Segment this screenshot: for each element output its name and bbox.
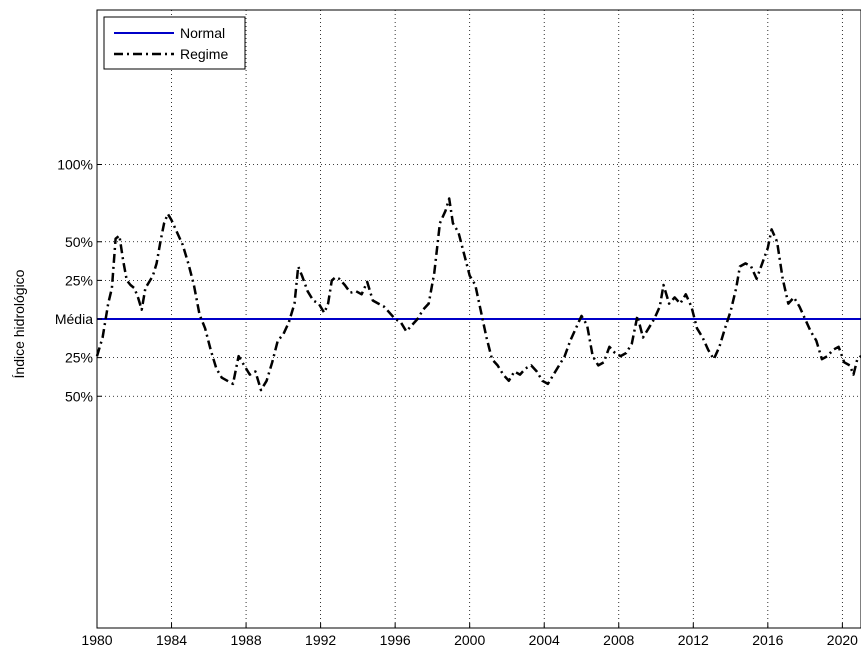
legend-box — [103, 16, 246, 70]
series-layer — [95, 197, 861, 392]
x-tick-label: 1996 — [380, 632, 411, 648]
x-tick-label: 2008 — [603, 632, 634, 648]
y-tick-label: Média — [55, 311, 93, 327]
x-tick-label: 1988 — [230, 632, 261, 648]
y-tick-label: 100% — [57, 157, 93, 173]
x-tick-label: 1980 — [81, 632, 112, 648]
x-tick-label: 1984 — [156, 632, 187, 648]
y-tick-label: 25% — [65, 350, 93, 366]
x-tick-label: 1992 — [305, 632, 336, 648]
x-tick-label: 2004 — [529, 632, 560, 648]
x-tick-label: 2012 — [678, 632, 709, 648]
y-axis: 100% 50% 25% Média 25% 50% — [55, 157, 102, 404]
legend-label-regime: Regime — [180, 46, 228, 62]
y-tick-label: 50% — [65, 234, 93, 250]
y-tick-label: 25% — [65, 272, 93, 288]
x-tick-label: 2020 — [827, 632, 858, 648]
x-tick-label: 2016 — [752, 632, 783, 648]
series-line-regime — [95, 197, 861, 392]
legend: Normal Regime — [103, 16, 246, 70]
y-axis-label: Índice hidrológico — [11, 269, 27, 378]
legend-label-normal: Normal — [180, 25, 225, 41]
x-axis: 1980 1984 1988 1992 1996 2000 2004 2008 2012 2016… — [81, 623, 858, 648]
x-tick-label: 2000 — [454, 632, 485, 648]
y-tick-label: 50% — [65, 388, 93, 404]
